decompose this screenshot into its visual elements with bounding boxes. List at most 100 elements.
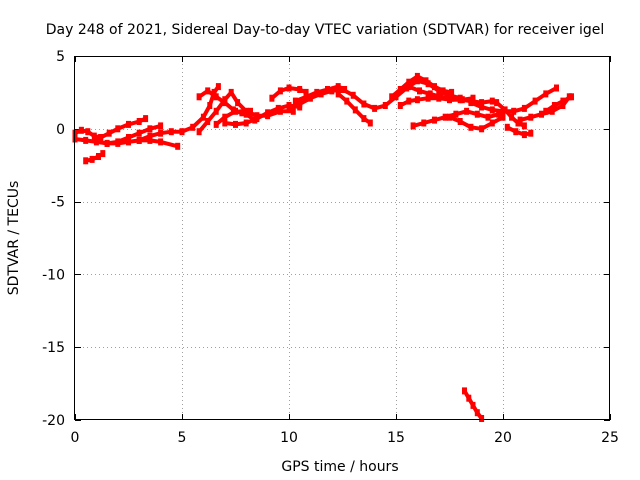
data-point (453, 110, 459, 118)
data-point (143, 115, 149, 123)
data-point (115, 125, 121, 133)
data-point (539, 110, 544, 118)
data-point (275, 104, 281, 112)
data-point (543, 90, 549, 98)
data-point (414, 77, 420, 85)
data-point (115, 138, 121, 146)
data-point (205, 87, 211, 95)
data-point (335, 90, 341, 98)
y-tick-label: 5 (56, 49, 65, 65)
data-point (423, 77, 429, 85)
data-point (342, 86, 348, 93)
data-point (479, 415, 485, 422)
data-point (136, 136, 142, 144)
data-point (417, 87, 422, 95)
data-point (83, 136, 89, 144)
x-tick-label: 25 (601, 430, 619, 446)
data-point (393, 93, 399, 101)
data-point (158, 138, 164, 146)
data-point (421, 119, 427, 127)
data-point (521, 104, 527, 112)
data-point (361, 115, 367, 123)
data-point (397, 86, 403, 93)
y-tick-label: -20 (42, 413, 65, 429)
tick-labels: 0 5 10 15 20 25 -20 -15 -10 -5 0 5 (42, 49, 619, 446)
data-point (414, 96, 420, 104)
data-point (489, 119, 495, 127)
chart-title: Day 248 of 2021, Sidereal Day-to-day VTE… (46, 22, 605, 38)
series-track-22 (505, 125, 533, 137)
data-point (479, 99, 485, 107)
data-point (427, 90, 433, 98)
data-point (335, 83, 341, 91)
data-point (85, 128, 91, 136)
data-point (318, 90, 324, 98)
data-point (98, 134, 104, 141)
data-point (442, 113, 448, 121)
data-point (211, 88, 217, 96)
data-point (549, 107, 555, 115)
data-point (352, 106, 358, 114)
data-point (459, 96, 465, 104)
x-tick-label: 0 (71, 430, 80, 446)
data-point (479, 103, 485, 111)
data-point (286, 84, 292, 92)
data-point (314, 88, 320, 96)
data-point (303, 88, 309, 96)
data-point (447, 113, 452, 121)
data-point (432, 83, 437, 91)
data-point (89, 155, 95, 163)
data-point (382, 102, 388, 109)
x-axis-label: GPS time / hours (281, 459, 398, 475)
data-point (254, 115, 260, 123)
data-point (190, 123, 196, 131)
data-point (449, 94, 455, 102)
data-point (438, 93, 444, 101)
data-point (179, 128, 185, 136)
data-point (543, 107, 549, 115)
data-point (474, 409, 480, 417)
data-point (136, 118, 142, 125)
series-track-6 (137, 84, 221, 143)
x-tick-label: 10 (280, 430, 298, 446)
data-point (350, 91, 356, 99)
data-point (513, 128, 519, 136)
data-point (228, 88, 234, 96)
data-point (425, 94, 431, 102)
data-point (126, 138, 131, 146)
data-point (233, 107, 238, 115)
data-point (303, 93, 309, 101)
data-point (489, 106, 495, 114)
data-point (521, 122, 527, 130)
data-point (406, 83, 412, 91)
data-point (196, 93, 202, 101)
data-point (200, 113, 206, 121)
data-point (213, 120, 219, 128)
data-point (509, 113, 515, 121)
y-tick-label: -5 (51, 195, 65, 211)
data-point (243, 110, 249, 118)
y-tick-label: -10 (42, 267, 65, 283)
data-point (372, 104, 378, 112)
data-point (464, 107, 470, 115)
y-tick-label: 0 (56, 122, 65, 138)
data-point (126, 120, 131, 128)
data-point (532, 97, 538, 105)
data-point (489, 97, 495, 105)
data-point (496, 110, 502, 118)
data-point (494, 99, 500, 107)
data-point (147, 136, 153, 144)
data-point (462, 387, 467, 395)
data-point (96, 153, 101, 160)
data-point (307, 94, 313, 102)
data-point (222, 113, 228, 121)
data-point (449, 88, 455, 96)
data-point (521, 131, 527, 139)
data-point (457, 118, 463, 125)
data-point (235, 99, 241, 107)
data-point (440, 87, 446, 95)
data-point (500, 113, 506, 121)
y-tick-label: -15 (42, 340, 65, 356)
data-point (205, 118, 211, 125)
